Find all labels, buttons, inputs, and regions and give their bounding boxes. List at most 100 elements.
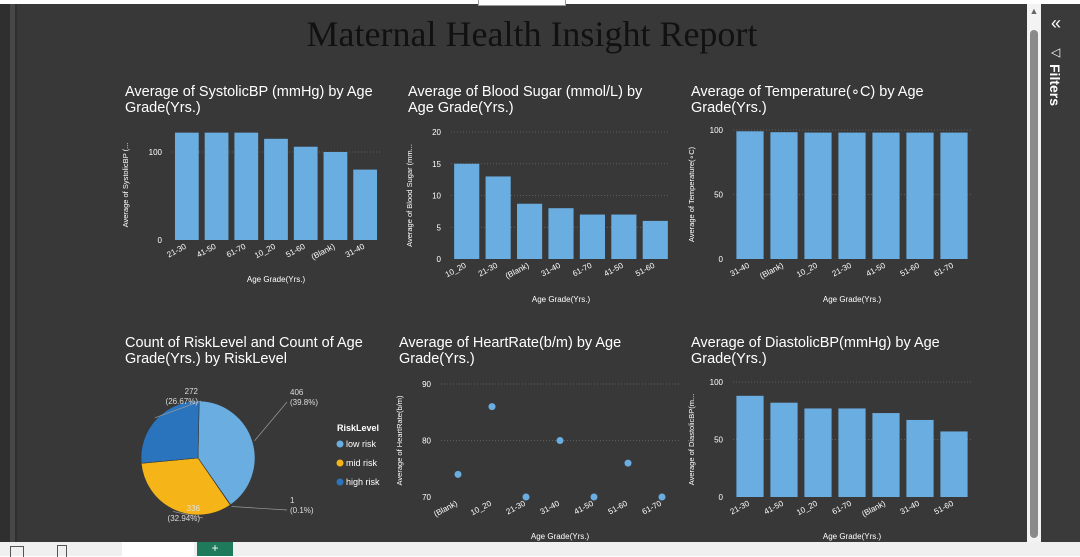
leader-line — [154, 400, 202, 419]
y-tick-label: 10 — [432, 192, 441, 201]
legend-item: low risk — [346, 439, 377, 449]
slice-pct-label: (32.94%) — [168, 514, 201, 523]
x-tick-label: 10_20 — [795, 499, 819, 518]
x-tick-label: 41-50 — [573, 499, 596, 517]
y-tick-label: 50 — [714, 191, 723, 200]
data-point — [454, 470, 462, 478]
double-chevron-left-icon[interactable]: « — [1051, 13, 1062, 33]
x-axis-label: Age Grade(Yrs.) — [823, 532, 882, 541]
bar — [736, 395, 764, 497]
x-tick-label: 10_20 — [469, 499, 493, 518]
chart-title-systolic: Average of SystolicBP (mmHg) by Age Grad… — [125, 84, 373, 116]
y-tick-label: 100 — [149, 148, 163, 157]
x-axis-label: Age Grade(Yrs.) — [823, 295, 882, 304]
x-tick-label: 31-40 — [729, 261, 752, 279]
y-tick-label: 50 — [714, 436, 723, 445]
chart-title-bloodsugar: Average of Blood Sugar (mmol/L) by Age G… — [408, 84, 643, 116]
slice-value-label: 336 — [187, 504, 201, 513]
pie-slice — [140, 457, 231, 516]
bar — [204, 132, 229, 240]
slice-value-label: 272 — [185, 387, 199, 396]
bar — [579, 214, 605, 259]
right-scrollbar[interactable]: ▲ — [1027, 4, 1041, 542]
y-tick-label: 20 — [432, 128, 441, 137]
filters-pane[interactable]: « ▽ Filters — [1041, 4, 1080, 542]
legend-item: mid risk — [346, 458, 377, 468]
x-tick-label: (Blank) — [310, 242, 337, 262]
data-point — [488, 403, 496, 411]
chart-diastolic[interactable]: 0 50 100 Average of DiastolicBP(m... Age Gra… — [681, 374, 981, 542]
slice-value-label: 406 — [290, 388, 304, 397]
report-title: Maternal Health Insight Report — [306, 14, 758, 54]
chart-title-risk: Count of RiskLevel and Count of Age Grad… — [125, 335, 363, 367]
bar — [804, 408, 832, 497]
scroll-up-icon[interactable]: ▲ — [1029, 6, 1039, 16]
slice-value-label: 1 — [290, 496, 295, 505]
x-tick-label: 61-70 — [933, 261, 956, 279]
x-tick-label: 61-70 — [831, 499, 854, 517]
x-tick-label: 21-30 — [477, 261, 500, 279]
x-tick-label: 41-50 — [763, 499, 786, 517]
x-tick-label: 51-60 — [284, 242, 307, 260]
chart-heartrate[interactable]: 70 80 90 Average of HeartRate(b/m) Age Grade… — [389, 374, 679, 542]
chart-temperature[interactable]: 0 50 100 Average of Temperature(∘C) Age Grad… — [681, 122, 981, 312]
y-axis-label: Average of Temperature(∘C) — [687, 146, 696, 242]
page-icon[interactable] — [10, 546, 24, 557]
y-axis-label: Average of DiastolicBP(m... — [687, 394, 696, 486]
bar — [485, 176, 511, 259]
chart-risk-pie[interactable]: 406(39.8%) 1(0.1%) 336(32.94%) 272(26.67%) R… — [125, 374, 395, 534]
x-tick-label: 31-40 — [899, 499, 922, 517]
left-panel-edge — [0, 4, 17, 542]
bar — [454, 163, 480, 259]
x-tick-label: 41-50 — [602, 261, 625, 279]
y-tick-label: 70 — [422, 493, 431, 502]
x-tick-label: 10_20 — [253, 242, 277, 261]
y-tick-label: 0 — [158, 236, 163, 245]
scrollbar-thumb[interactable] — [1030, 30, 1038, 538]
bar — [838, 408, 866, 497]
bar — [517, 203, 543, 259]
page-tabs-bar: + — [0, 542, 1080, 557]
x-axis-label: Age Grade(Yrs.) — [247, 275, 306, 284]
bar — [264, 138, 288, 240]
bar — [234, 132, 259, 240]
bar — [642, 220, 668, 259]
bar — [872, 413, 900, 497]
funnel-icon: ▽ — [1049, 48, 1064, 58]
x-tick-label: 10_20 — [795, 261, 819, 280]
page-tab[interactable] — [122, 542, 194, 556]
data-point — [624, 459, 632, 467]
x-tick-label: 21-30 — [729, 499, 752, 517]
bar — [906, 132, 934, 259]
add-page-button[interactable]: + — [197, 542, 233, 556]
legend-marker — [336, 478, 344, 486]
leader-line — [172, 511, 204, 519]
chart-title-heartrate: Average of HeartRate(b/m) by Age Grade(Y… — [399, 335, 622, 367]
filters-label[interactable]: Filters — [1047, 64, 1063, 107]
y-tick-label: 0 — [437, 255, 442, 264]
y-axis-label: Average of HeartRate(b/m) — [395, 395, 404, 485]
pie-slice — [140, 400, 200, 464]
bar — [736, 131, 764, 259]
legend-marker — [336, 459, 344, 467]
x-tick-label: 51-60 — [607, 499, 630, 517]
left-scrollbar[interactable] — [10, 4, 15, 542]
y-tick-label: 0 — [719, 493, 724, 502]
bar — [770, 132, 798, 259]
y-tick-label: 100 — [710, 126, 724, 135]
bar — [804, 132, 832, 259]
y-tick-label: 90 — [422, 380, 431, 389]
y-axis-label: Average of SystolicBP (... — [121, 143, 130, 228]
page-icon-2[interactable] — [57, 545, 67, 557]
chart-systolic[interactable]: 0 100 Average of SystolicBP (... Age Grade(… — [115, 122, 385, 292]
y-tick-label: 0 — [719, 255, 724, 264]
leader-line — [254, 401, 288, 442]
bar — [940, 431, 968, 497]
y-tick-label: 15 — [432, 160, 441, 169]
data-point — [556, 437, 564, 444]
data-point — [590, 493, 598, 501]
x-tick-label: 31-40 — [539, 499, 562, 517]
legend-marker — [336, 440, 344, 448]
chart-bloodsugar[interactable]: 0 5 10 15 20 Average of Blood Sugar (mm... Age… — [399, 122, 669, 312]
bar — [940, 132, 968, 259]
